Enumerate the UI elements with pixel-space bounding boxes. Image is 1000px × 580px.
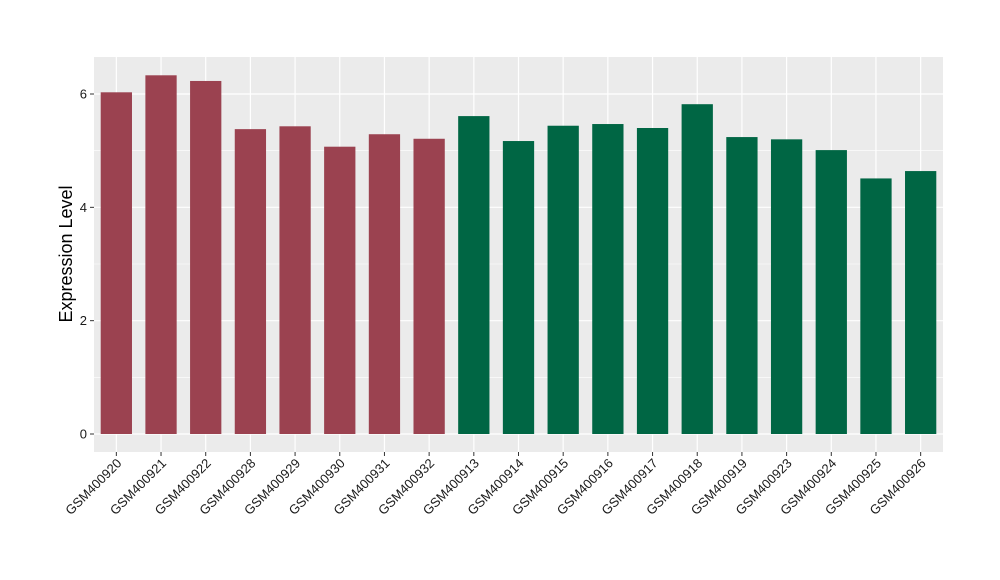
y-tick-label: 4 [80,200,87,215]
bar-GSM400919 [726,137,758,435]
bar-GSM400924 [815,150,847,434]
bar-GSM400923 [770,139,803,435]
x-axis: GSM400920GSM400921GSM400922GSM400928GSM4… [62,452,929,518]
bar-GSM400914 [502,141,535,435]
bar-GSM400928 [234,129,267,434]
y-tick-label: 0 [80,427,87,442]
y-axis: 0 2 4 6 [80,87,94,442]
bar-GSM400932 [413,138,445,434]
y-axis-title: Expression Level [56,185,76,322]
bar-GSM400913 [458,116,490,434]
y-tick-label: 2 [80,313,87,328]
bar-GSM400916 [592,124,624,435]
bar-GSM400931 [368,134,401,434]
bar-GSM400929 [279,126,311,435]
bar-GSM400922 [190,80,222,434]
bar-GSM400920 [100,92,132,435]
bar-GSM400926 [905,171,937,435]
bar-GSM400915 [547,125,579,434]
bar-GSM400925 [860,178,892,434]
bar-GSM400918 [681,104,713,434]
bar-GSM400930 [324,146,356,434]
bar-GSM400921 [145,75,177,435]
bar-GSM400917 [636,128,669,434]
bars [100,75,937,435]
y-tick-label: 6 [80,87,87,102]
